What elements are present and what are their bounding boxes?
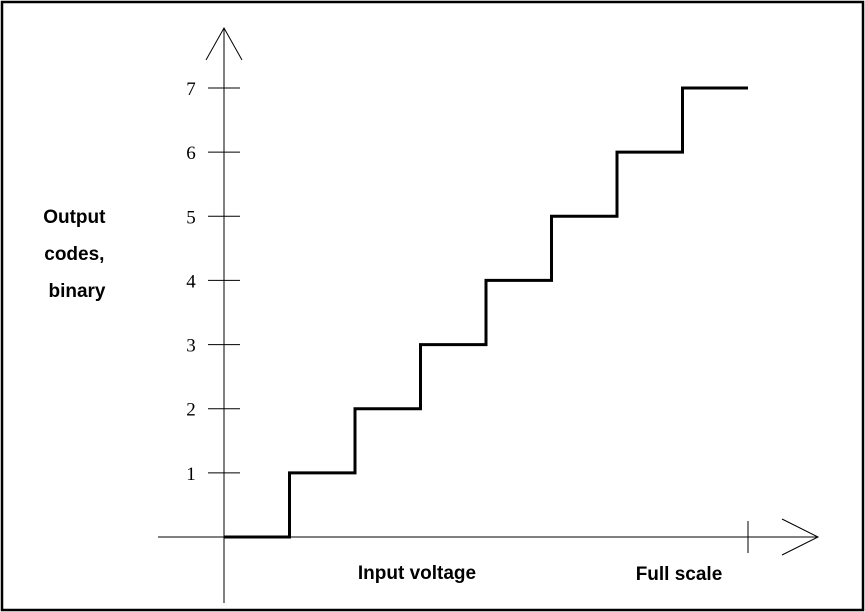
y-tick-label-5: 5 xyxy=(186,207,196,228)
y-tick-label-4: 4 xyxy=(186,271,196,292)
y-tick-label-2: 2 xyxy=(186,400,196,421)
y-tick-label-1: 1 xyxy=(186,464,196,485)
y-tick-label-7: 7 xyxy=(186,79,196,100)
y-axis-title-line-3: binary xyxy=(48,281,105,302)
x-axis-title: Input voltage xyxy=(358,563,476,584)
y-axis-title-line-2: codes, xyxy=(44,244,104,265)
y-axis-title-line-1: Output xyxy=(43,207,106,228)
full-scale-label: Full scale xyxy=(636,564,723,585)
y-axis-title: Output codes, binary xyxy=(43,207,111,302)
y-tick-label-6: 6 xyxy=(186,143,196,164)
y-tick-label-3: 3 xyxy=(186,336,196,357)
